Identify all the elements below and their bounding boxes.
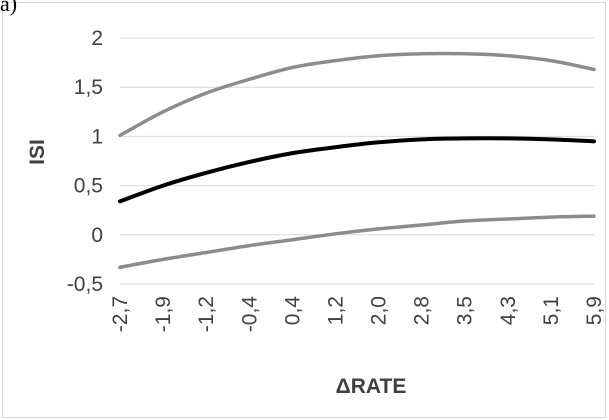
x-tick-label: 2,8: [411, 296, 434, 325]
panel-label: a): [0, 0, 18, 16]
x-tick-label: 4,3: [497, 296, 520, 325]
y-tick-label: 0: [91, 224, 103, 247]
y-tick-label: -0,5: [67, 273, 103, 296]
y-axis-ticks: -0,5 0 0,5 1 1,5 2: [67, 27, 103, 296]
x-axis-title: ΔRATE: [336, 375, 407, 398]
series-lines: [118, 51, 596, 270]
x-tick-label: 5,1: [540, 296, 563, 325]
y-tick-label: 1,5: [74, 76, 103, 99]
x-axis-ticks: -2,7 -1,9 -1,2 -0,4 0,4 1,2 2,0 2,8 3,5 4,3 5,1 5,9: [109, 296, 606, 333]
y-tick-label: 0,5: [74, 175, 103, 198]
series-line-upper: [118, 51, 596, 138]
gridlines: [120, 37, 594, 285]
y-tick-label: 1: [91, 125, 103, 148]
x-tick-label: -1,2: [195, 296, 218, 332]
x-tick-label: -2,7: [109, 296, 132, 332]
x-tick-label: 3,5: [454, 296, 477, 325]
x-tick-label: 1,2: [324, 296, 347, 325]
series-line-lower: [118, 214, 596, 270]
y-axis-title: ISI: [26, 139, 49, 165]
x-tick-label: 0,4: [281, 296, 304, 326]
x-tick-label: -1,9: [152, 296, 175, 332]
x-tick-label: -0,4: [238, 296, 261, 333]
x-tick-label: 5,9: [583, 296, 606, 325]
x-tick-label: 2,0: [368, 296, 391, 325]
y-tick-label: 2: [91, 27, 103, 50]
series-line-center: [118, 136, 596, 204]
